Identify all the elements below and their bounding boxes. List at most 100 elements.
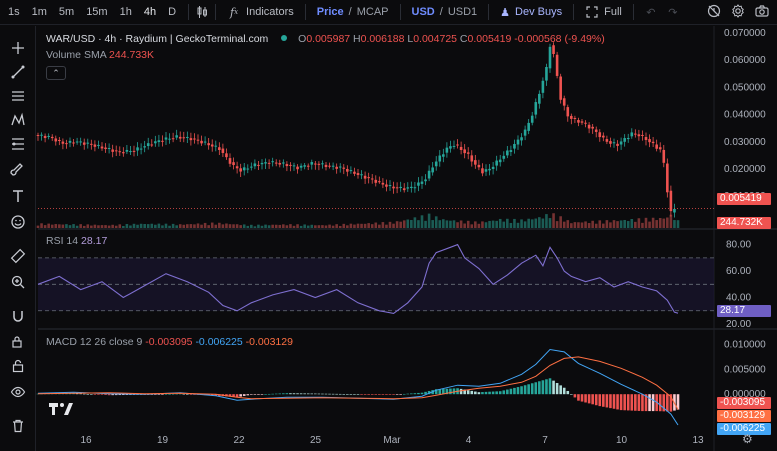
candle-body bbox=[203, 141, 207, 143]
camera-icon[interactable] bbox=[755, 4, 769, 18]
price-tick-label: 0.020000 bbox=[724, 164, 766, 175]
candle-body bbox=[200, 140, 203, 144]
brush-icon[interactable] bbox=[8, 160, 28, 180]
candle-body bbox=[630, 132, 634, 137]
toolbar-divider bbox=[632, 4, 634, 20]
volume-bar bbox=[644, 217, 648, 228]
volume-bar bbox=[43, 225, 47, 228]
ruler-icon[interactable] bbox=[8, 246, 28, 266]
text-icon[interactable] bbox=[8, 186, 28, 206]
volume-bar bbox=[666, 217, 669, 228]
trash-icon[interactable] bbox=[8, 416, 28, 436]
candle-body bbox=[580, 121, 584, 123]
dev-buys-button[interactable]: ♟ Dev Buys bbox=[495, 6, 567, 19]
fib-icon[interactable] bbox=[8, 134, 28, 154]
macd-hist-bar bbox=[559, 385, 562, 395]
volume-bar bbox=[577, 222, 580, 228]
volume-bar bbox=[641, 222, 644, 228]
candle-body bbox=[587, 124, 591, 129]
emoji-icon[interactable] bbox=[8, 212, 28, 232]
currency-toggle[interactable]: USD / USD1 bbox=[407, 6, 483, 18]
usd-option[interactable]: USD bbox=[411, 6, 435, 18]
volume-bar bbox=[47, 223, 50, 228]
candle-body bbox=[349, 170, 353, 172]
macd-hist-bar bbox=[79, 393, 82, 395]
macd-hist-bar bbox=[676, 394, 680, 410]
axis-settings-icon[interactable]: ⚙ bbox=[742, 432, 753, 446]
timeframe-1h[interactable]: 1h bbox=[119, 6, 132, 18]
lock-pencil-icon[interactable] bbox=[8, 332, 28, 352]
macd-label: MACD 12 26 close 9 bbox=[46, 336, 143, 348]
zoom-in-icon[interactable] bbox=[8, 272, 28, 292]
volume-bar bbox=[338, 225, 342, 228]
rsi-badge: 28.17 bbox=[717, 305, 771, 317]
crosshair-icon[interactable] bbox=[8, 38, 28, 58]
candle-body bbox=[634, 133, 637, 135]
timeframe-15m[interactable]: 15m bbox=[86, 6, 108, 18]
candle-body bbox=[253, 163, 257, 167]
candle-body bbox=[402, 188, 406, 191]
rsi-tick-label: 20.00 bbox=[726, 319, 751, 330]
volume-bar bbox=[157, 223, 161, 228]
candle-body bbox=[161, 140, 164, 142]
volume-bar bbox=[424, 220, 427, 228]
candle-body bbox=[164, 137, 168, 140]
volume-bar bbox=[630, 218, 634, 228]
macd-hist-bar bbox=[90, 394, 93, 395]
candle-type-icon[interactable] bbox=[195, 5, 209, 19]
macd-hist-bar bbox=[363, 394, 367, 395]
volume-bar bbox=[296, 224, 299, 228]
candle-body bbox=[378, 181, 381, 183]
candle-body bbox=[559, 76, 562, 100]
magnet-icon[interactable] bbox=[8, 306, 28, 326]
macd-hist-bar bbox=[36, 393, 40, 395]
macd-hist-bar bbox=[584, 394, 587, 403]
timeframe-1s[interactable]: 1s bbox=[8, 6, 20, 18]
candle-body bbox=[58, 140, 61, 142]
timeframe-D[interactable]: D bbox=[168, 6, 177, 18]
price-option[interactable]: Price bbox=[316, 6, 344, 18]
volume-bar bbox=[562, 221, 566, 228]
undo-icon[interactable]: ↶ bbox=[646, 6, 656, 19]
volume-bar bbox=[385, 224, 388, 228]
mcap-option[interactable]: MCAP bbox=[356, 6, 389, 18]
settings-icon[interactable] bbox=[731, 4, 745, 18]
timeframe-5m[interactable]: 5m bbox=[58, 6, 75, 18]
candle-body bbox=[72, 142, 75, 144]
pattern-icon[interactable] bbox=[8, 110, 28, 130]
candle-body bbox=[289, 164, 292, 166]
rsi-legend: RSI 14 28.17 bbox=[46, 235, 107, 247]
toolbar-divider bbox=[188, 4, 190, 20]
horizontal-lines-icon[interactable] bbox=[8, 86, 28, 106]
macd-line-value: -0.006225 bbox=[195, 336, 243, 348]
macd-hist-bar bbox=[381, 394, 385, 395]
macd-hist-bar bbox=[235, 394, 239, 398]
candle-body bbox=[491, 166, 495, 169]
redo-icon[interactable]: ↷ bbox=[668, 6, 678, 19]
volume-bar bbox=[417, 220, 420, 228]
timeframe-1m[interactable]: 1m bbox=[31, 6, 47, 18]
candle-body bbox=[36, 134, 40, 136]
volume-bar bbox=[324, 225, 328, 228]
volume-label: Volume SMA bbox=[46, 49, 107, 61]
lock-icon[interactable] bbox=[8, 356, 28, 376]
candle-body bbox=[104, 147, 107, 150]
alert-clock-icon[interactable] bbox=[707, 4, 721, 18]
candle-body bbox=[157, 140, 161, 143]
timeframe-4h[interactable]: 4h bbox=[143, 6, 157, 18]
macd-hist-bar bbox=[178, 393, 182, 395]
candle-body bbox=[143, 146, 146, 148]
usd1-option[interactable]: USD1 bbox=[447, 6, 478, 18]
eye-icon[interactable] bbox=[8, 382, 28, 402]
macd-hist-bar bbox=[520, 386, 523, 395]
candle-body bbox=[463, 149, 466, 154]
collapse-legend-button[interactable]: ⌃ bbox=[46, 66, 66, 80]
price-mcap-toggle[interactable]: Price / MCAP bbox=[312, 6, 394, 18]
fullscreen-button[interactable]: Full bbox=[580, 5, 627, 19]
trend-line-icon[interactable] bbox=[8, 62, 28, 82]
candle-body bbox=[175, 135, 178, 138]
volume-bar bbox=[232, 224, 235, 228]
volume-bar bbox=[427, 213, 431, 228]
